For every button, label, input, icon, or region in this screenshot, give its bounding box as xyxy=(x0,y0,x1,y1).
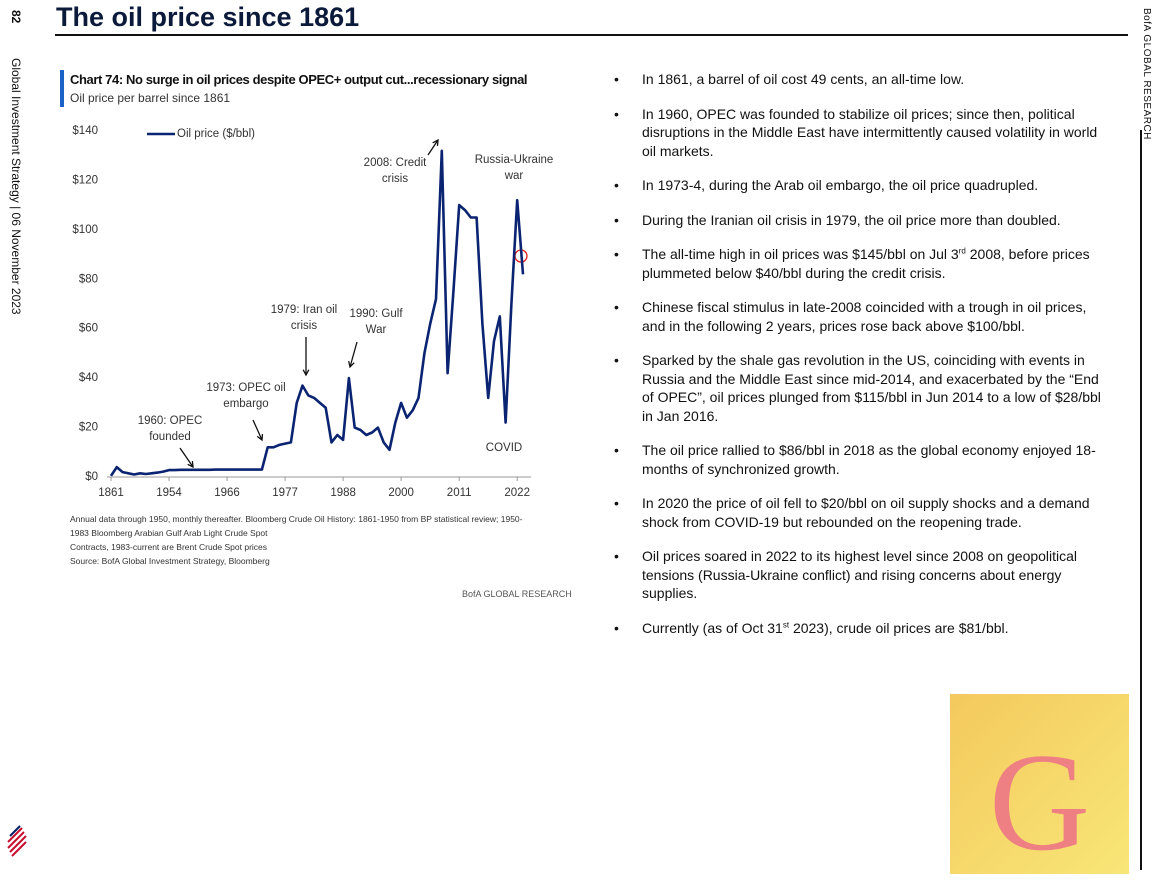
bullet-text: In 1861, a barrel of oil cost 49 cents, … xyxy=(642,71,965,87)
annotation: Russia-Ukraine xyxy=(475,154,554,166)
y-tick-label: $80 xyxy=(79,273,98,285)
bullet-text: The all-time high in oil prices was $145… xyxy=(642,246,959,262)
chart: $0 $20 $40 $60 $80 $100 $120 $140 1861 1954 1966 19… xyxy=(72,125,554,499)
y-tick-label: $20 xyxy=(79,422,98,434)
bullet: The all-time high in oil prices was $145… xyxy=(612,245,1112,282)
logo-stripe xyxy=(9,825,21,837)
x-tick-label: 2022 xyxy=(504,487,530,499)
logo-letter: G xyxy=(988,725,1091,880)
annotation: War xyxy=(366,324,387,336)
superscript: st xyxy=(782,619,790,629)
x-tick-label: 1861 xyxy=(98,487,124,499)
page-title: The oil price since 1861 xyxy=(56,2,360,32)
page-number: 82 xyxy=(9,10,23,24)
bullet: Oil prices soared in 2022 to its highest… xyxy=(612,547,1112,603)
bullet-text: During the Iranian oil crisis in 1979, t… xyxy=(642,211,1061,228)
x-tick-label: 1977 xyxy=(272,487,298,499)
arrow-shaft xyxy=(252,419,263,441)
annotation: crisis xyxy=(291,320,317,332)
logo: G xyxy=(950,694,1129,880)
bullet-text: Currently (as of Oct 31 xyxy=(642,619,783,636)
side-label: Global Investment Strategy | 06 November… xyxy=(9,58,23,315)
note-line: Annual data through 1950, monthly therea… xyxy=(70,514,523,524)
price-line xyxy=(109,149,525,477)
y-tick-label: $0 xyxy=(85,471,98,483)
chart-title: Chart 74: No surge in oil prices despite… xyxy=(70,72,528,87)
bullet: The oil price rallied to $86/bbl in 2018… xyxy=(612,441,1112,478)
annotation: 1990: Gulf xyxy=(349,308,403,320)
arrow-head xyxy=(302,369,310,377)
brand: BofA GLOBAL RESEARCH xyxy=(1141,8,1152,140)
arrow-head xyxy=(432,138,439,147)
chart-accent xyxy=(60,70,64,107)
arrow-shaft xyxy=(349,341,358,368)
x-tick-label: 1988 xyxy=(330,487,356,499)
note-line: Source: BofA Global Investment Strategy,… xyxy=(70,556,270,566)
x-tick-label: 2011 xyxy=(447,487,472,499)
arrow-head xyxy=(256,433,264,442)
y-tick-label: $60 xyxy=(79,323,98,335)
bullet: Chinese fiscal stimulus in late-2008 coi… xyxy=(612,298,1112,335)
chart-notes: Annual data through 1950, monthly therea… xyxy=(70,512,522,568)
arrow-head xyxy=(187,460,194,469)
y-tick-label: $140 xyxy=(72,125,98,137)
title-rule xyxy=(55,34,1128,36)
x-tick-label: 2000 xyxy=(388,487,414,499)
bullet: Sparked by the shale gas revolution in t… xyxy=(612,351,1112,425)
arrow-head xyxy=(348,361,355,369)
y-tick-label: $120 xyxy=(72,174,98,186)
note-line: Contracts, 1983-current are Brent Crude … xyxy=(70,542,268,552)
x-tick-label: 1966 xyxy=(214,487,240,499)
bullet-text: Oil prices soared in 2022 to its highest… xyxy=(642,548,1078,601)
annotation: crisis xyxy=(382,173,408,185)
bullet: Currently (as of Oct 31st 2023), crude o… xyxy=(612,619,1112,638)
superscript: rd xyxy=(958,246,966,256)
annotation: embargo xyxy=(223,398,268,410)
legend-label: Oil price ($/bbl) xyxy=(177,128,255,140)
annotation: founded xyxy=(149,431,191,443)
bullet: In 2020 the price of oil fell to $20/bbl… xyxy=(612,494,1112,531)
bullet-text: In 1973-4, during the Arab oil embargo, … xyxy=(642,177,1039,193)
annotation: COVID xyxy=(486,442,522,454)
logo-stripe xyxy=(7,827,27,857)
bullet-text: Sparked by the shale gas revolution in t… xyxy=(642,352,1101,424)
side-rule xyxy=(1140,130,1142,870)
y-tick-label: $100 xyxy=(72,224,98,236)
bullet-text: In 2020 the price of oil fell to $20/bbl… xyxy=(642,495,1090,530)
source-tag: BofA GLOBAL RESEARCH xyxy=(462,589,572,599)
bullet-text: 2023), crude oil prices are $81/bbl. xyxy=(789,619,1009,636)
bullet: In 1973-4, during the Arab oil embargo, … xyxy=(612,176,1112,195)
annotation: 1973: OPEC oil xyxy=(206,382,285,394)
annotation: 2008: Credit xyxy=(364,157,427,169)
bullet-text: The oil price rallied to $86/bbl in 2018… xyxy=(642,442,1096,477)
chart-subtitle: Oil price per barrel since 1861 xyxy=(70,91,231,105)
bullet-list: In 1861, a barrel of oil cost 49 cents, … xyxy=(612,70,1112,653)
note-line: 1983 Bloomberg Arabian Gulf Arab Light C… xyxy=(70,528,268,538)
arrow-shaft xyxy=(427,139,439,156)
bullet: In 1861, a barrel of oil cost 49 cents, … xyxy=(612,70,1112,89)
arrow-shaft xyxy=(179,447,194,468)
bullet: During the Iranian oil crisis in 1979, t… xyxy=(612,211,1112,230)
bullet-text: Chinese fiscal stimulus in late-2008 coi… xyxy=(642,299,1087,334)
bullet-text: In 1960, OPEC was founded to stabilize o… xyxy=(642,105,1098,159)
bullet-text: 2008, before prices plummeted below $40/… xyxy=(642,246,1090,281)
annotation: 1979: Iran oil xyxy=(271,304,338,316)
x-tick-label: 1954 xyxy=(156,487,182,499)
bank-logo xyxy=(7,825,27,857)
annotation: war xyxy=(504,170,524,182)
y-tick-label: $40 xyxy=(79,372,98,384)
annotation: 1960: OPEC xyxy=(138,415,203,427)
bullet: In 1960, OPEC was founded to stabilize o… xyxy=(612,105,1112,161)
